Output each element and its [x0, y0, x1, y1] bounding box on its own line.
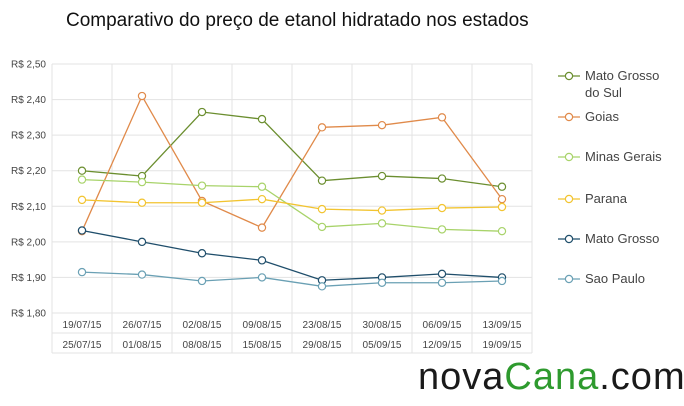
x-tick-label-start: 30/08/15 [363, 320, 402, 331]
data-point-goias [137, 91, 147, 101]
data-point-goias [437, 113, 447, 122]
y-tick-label: R$ 2,30 [11, 131, 46, 142]
grid-lines [51, 63, 533, 354]
series-line-goias [81, 94, 503, 232]
x-tick-label-end: 08/08/15 [183, 340, 222, 351]
data-point-mato-grosso-do-sul [197, 107, 207, 117]
x-tick-label-end: 12/09/15 [423, 340, 462, 351]
data-point-mato-grosso-do-sul [77, 166, 87, 175]
data-point-goias [257, 223, 267, 232]
data-point-sao-paulo [137, 270, 147, 279]
legend-swatch-marker-mato-grosso [564, 234, 574, 244]
data-point-sao-paulo [377, 278, 387, 287]
data-point-parana [437, 203, 447, 213]
data-point-mato-grosso [77, 226, 87, 235]
x-tick-label-start: 19/07/15 [63, 320, 102, 331]
legend-swatch-marker-goias [564, 112, 574, 122]
y-tick-label: R$ 2,00 [11, 237, 46, 248]
series-line-mato-grosso-do-sul [81, 111, 503, 188]
data-point-minas-gerais [437, 225, 447, 234]
data-point-mato-grosso-do-sul [497, 182, 507, 191]
data-point-sao-paulo [257, 273, 267, 282]
chart-title: Comparativo do preço de etanol hidratado… [66, 10, 529, 31]
y-tick-label: R$ 1,90 [11, 273, 46, 284]
legend-swatch-marker-minas-gerais [564, 152, 574, 162]
data-point-minas-gerais [137, 177, 147, 187]
novacana-logo: novaCana.com [418, 356, 684, 398]
data-point-sao-paulo [437, 278, 447, 287]
data-point-sao-paulo [197, 276, 207, 286]
x-tick-label-start: 09/08/15 [243, 320, 282, 331]
data-point-goias [377, 120, 387, 130]
data-point-parana [377, 206, 387, 215]
legend-label-mato-grosso: Mato Grosso [585, 231, 659, 246]
data-point-parana [77, 195, 87, 205]
data-point-mato-grosso-do-sul [377, 171, 387, 181]
data-point-parana [257, 194, 267, 204]
x-axis: 19/07/15 25/07/15 26/07/15 01/08/15 02/08/15… [63, 320, 522, 351]
x-tick-label-end: 25/07/15 [63, 340, 102, 351]
data-point-minas-gerais [197, 181, 207, 190]
series-group [77, 91, 507, 291]
data-point-minas-gerais [497, 226, 507, 236]
legend-label-mato-grosso-do-sul: Mato Grosso do Sul [585, 68, 659, 100]
data-point-mato-grosso-do-sul [317, 176, 327, 185]
x-tick-label-start: 23/08/15 [303, 320, 342, 331]
data-point-mato-grosso [197, 249, 207, 258]
data-point-minas-gerais [317, 222, 327, 232]
series-line-sao-paulo [81, 271, 503, 287]
legend-label-goias: Goias [585, 109, 619, 124]
x-tick-label-start: 06/09/15 [423, 320, 462, 331]
data-point-mato-grosso [137, 237, 147, 247]
x-tick-label-start: 02/08/15 [183, 320, 222, 331]
x-tick-label-end: 01/08/15 [123, 340, 162, 351]
y-tick-label: R$ 2,20 [11, 166, 46, 177]
data-point-parana [317, 204, 327, 214]
legend-swatch-marker-sao-paulo [564, 274, 574, 284]
x-tick-label-end: 19/09/15 [483, 340, 522, 351]
data-point-mato-grosso [437, 269, 447, 279]
x-tick-label-start: 26/07/15 [123, 320, 162, 331]
y-tick-label: R$ 2,50 [11, 60, 46, 71]
data-point-minas-gerais [77, 175, 87, 184]
data-point-minas-gerais [377, 219, 387, 228]
y-tick-label: R$ 1,80 [11, 309, 46, 320]
series-line-mato-grosso [81, 229, 503, 281]
x-tick-label-end: 05/09/15 [363, 340, 402, 351]
legend-label-sao-paulo: Sao Paulo [585, 271, 645, 286]
series-line-parana [81, 198, 503, 212]
y-axis: R$ 2,50 R$ 2,40 R$ 2,30 R$ 2,20 R$ 2,10 R$ 2,… [11, 60, 46, 320]
data-point-mato-grosso-do-sul [437, 174, 447, 183]
data-point-mato-grosso-do-sul [257, 114, 267, 124]
data-point-goias [317, 123, 327, 132]
legend-label-parana: Parana [585, 191, 628, 206]
x-tick-label-end: 29/08/15 [303, 340, 342, 351]
data-point-parana [497, 202, 507, 212]
y-tick-label: R$ 2,10 [11, 202, 46, 213]
legend-swatch-marker-parana [564, 194, 574, 204]
data-point-minas-gerais [257, 182, 267, 191]
data-point-sao-paulo [317, 282, 327, 291]
y-tick-label: R$ 2,40 [11, 95, 46, 106]
data-point-parana [137, 198, 147, 207]
data-point-mato-grosso [257, 256, 267, 265]
data-point-sao-paulo [497, 276, 507, 286]
legend-swatch-marker-mato-grosso-do-sul [564, 71, 574, 81]
data-point-goias [497, 194, 507, 204]
data-point-parana [197, 198, 207, 207]
x-tick-label-start: 13/09/15 [483, 320, 522, 331]
legend-label-minas-gerais: Minas Gerais [585, 149, 662, 164]
legend: Mato Grosso do Sul Goias Minas Gerais Parana… [558, 68, 662, 286]
x-tick-label-end: 15/08/15 [243, 340, 282, 351]
data-point-sao-paulo [77, 267, 87, 277]
series-line-minas-gerais [81, 178, 503, 232]
